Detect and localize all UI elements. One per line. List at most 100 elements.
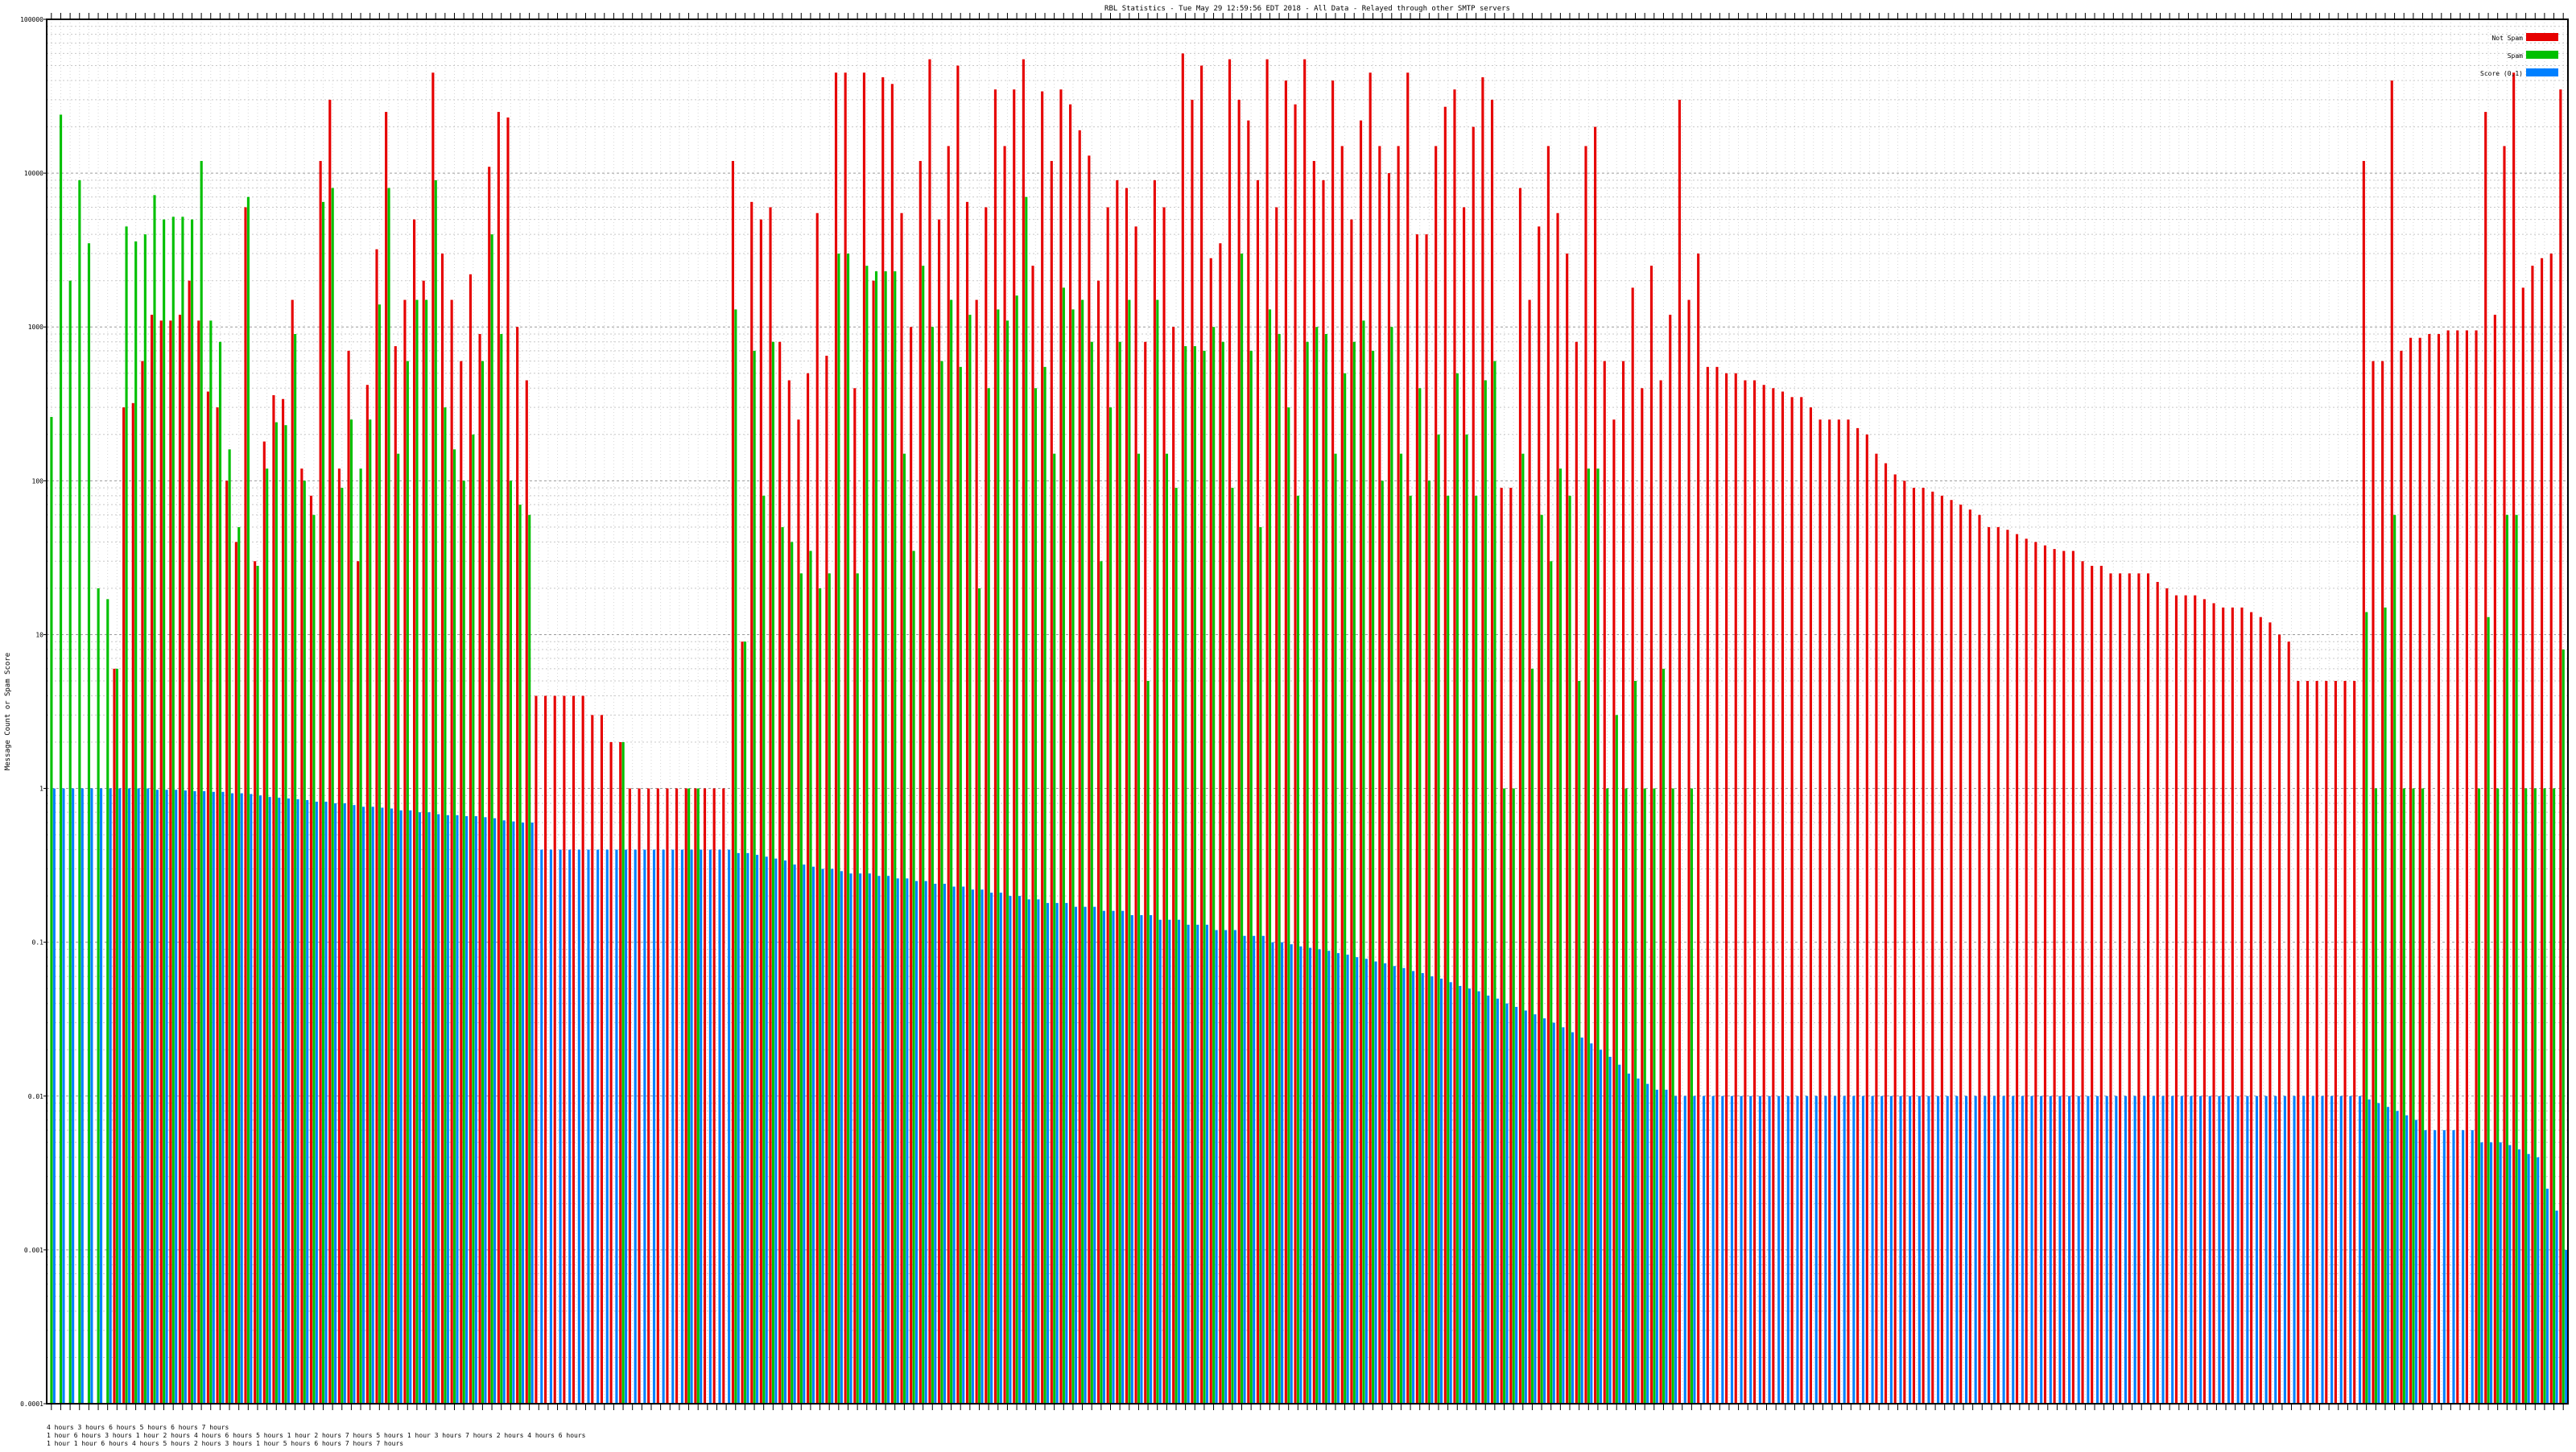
bar-spam — [1034, 388, 1038, 1405]
bar-score — [2124, 1095, 2128, 1404]
bar-spam — [1634, 680, 1637, 1404]
bar-spam — [1578, 680, 1581, 1404]
bar-not-spam — [1566, 254, 1569, 1404]
bar-spam — [1455, 373, 1459, 1404]
bar-score — [427, 812, 431, 1404]
bar-score — [2386, 1107, 2390, 1404]
bar-not-spam — [2081, 561, 2084, 1405]
y-tick-label: 0.001 — [24, 1247, 43, 1254]
bar-not-spam — [1275, 207, 1278, 1404]
bar-spam — [1025, 196, 1028, 1404]
bar-spam — [819, 588, 822, 1404]
bar-spam — [1081, 299, 1084, 1404]
bar-not-spam — [272, 395, 275, 1405]
bar-spam — [1409, 495, 1412, 1404]
bar-not-spam — [375, 249, 378, 1405]
bar-spam — [762, 495, 766, 1404]
bar-not-spam — [413, 219, 416, 1404]
bar-score — [99, 788, 103, 1404]
bar-not-spam — [2015, 534, 2019, 1404]
bar-score — [465, 816, 469, 1404]
legend-label: Spam — [2508, 52, 2523, 60]
bar-not-spam — [2484, 112, 2487, 1405]
bar-score — [521, 822, 525, 1404]
bar-score — [756, 855, 759, 1404]
bar-spam — [2374, 788, 2377, 1404]
bar-spam — [1174, 488, 1178, 1404]
bar-spam — [163, 219, 166, 1404]
bar-not-spam — [357, 561, 360, 1405]
bar-score — [2517, 1149, 2521, 1404]
bar-not-spam — [2287, 641, 2290, 1404]
bar-not-spam — [1922, 488, 1925, 1404]
bar-not-spam — [497, 112, 500, 1405]
bar-spam — [1372, 350, 1375, 1405]
bar-spam — [1221, 341, 1224, 1404]
bar-score — [1618, 1064, 1621, 1404]
bar-spam — [696, 788, 700, 1404]
bar-score — [906, 878, 909, 1404]
bar-score — [1018, 896, 1022, 1404]
bar-spam — [1278, 333, 1281, 1404]
bar-score — [109, 788, 112, 1404]
bar-not-spam — [2297, 680, 2300, 1404]
bar-score — [1140, 915, 1143, 1404]
bar-score — [1674, 1095, 1678, 1404]
bar-spam — [856, 573, 859, 1404]
bar-score — [1758, 1095, 1761, 1404]
bar-score — [962, 886, 965, 1404]
bar-not-spam — [1050, 160, 1053, 1404]
bar-not-spam — [2184, 595, 2187, 1404]
bar-spam — [874, 271, 878, 1404]
bar-not-spam — [2549, 254, 2553, 1404]
bar-score — [2246, 1095, 2249, 1404]
bar-not-spam — [291, 299, 294, 1404]
bar-score — [221, 791, 225, 1404]
bar-score — [52, 788, 56, 1404]
bar-score — [1121, 910, 1125, 1404]
bar-score — [2190, 1095, 2193, 1404]
bar-score — [652, 849, 656, 1404]
bar-score — [315, 802, 318, 1404]
bar-spam — [902, 453, 906, 1404]
bar-spam — [528, 514, 531, 1404]
y-tick-label: 1 — [39, 786, 43, 793]
bar-score — [371, 806, 374, 1404]
bar-not-spam — [1968, 509, 1971, 1404]
bar-score — [474, 816, 477, 1404]
bar-score — [1243, 935, 1246, 1404]
bar-score — [1871, 1095, 1874, 1404]
bar-not-spam — [2156, 582, 2159, 1404]
bar-not-spam — [1191, 99, 1194, 1404]
bar-score — [2068, 1095, 2071, 1404]
bar-score — [2452, 1130, 2455, 1404]
bar-spam — [2365, 612, 2368, 1404]
bar-score — [1843, 1095, 1846, 1404]
bar-score — [2508, 1145, 2512, 1404]
bar-not-spam — [787, 380, 791, 1404]
bar-score — [1974, 1095, 1977, 1404]
bar-score — [1318, 949, 1321, 1404]
bar-spam — [218, 341, 222, 1404]
bar-score — [896, 878, 899, 1404]
bar-spam — [1624, 788, 1628, 1404]
bar-score — [615, 849, 618, 1404]
bar-not-spam — [666, 788, 669, 1404]
bar-not-spam — [759, 219, 762, 1404]
bar-not-spam — [1744, 380, 1747, 1404]
bar-spam — [1156, 299, 1159, 1404]
bar-spam — [87, 243, 91, 1405]
bar-not-spam — [469, 274, 472, 1404]
y-tick-label: 0.1 — [32, 939, 44, 947]
bar-score — [2293, 1095, 2296, 1404]
y-tick-label: 1000 — [28, 324, 43, 331]
bar-spam — [490, 234, 493, 1404]
bar-not-spam — [1415, 234, 1418, 1404]
bar-not-spam — [2034, 542, 2037, 1405]
bar-score — [1824, 1095, 1827, 1404]
bar-spam — [1203, 350, 1206, 1405]
bar-not-spam — [1340, 146, 1344, 1404]
bar-spam — [1100, 561, 1103, 1405]
bar-score — [2434, 1130, 2437, 1404]
